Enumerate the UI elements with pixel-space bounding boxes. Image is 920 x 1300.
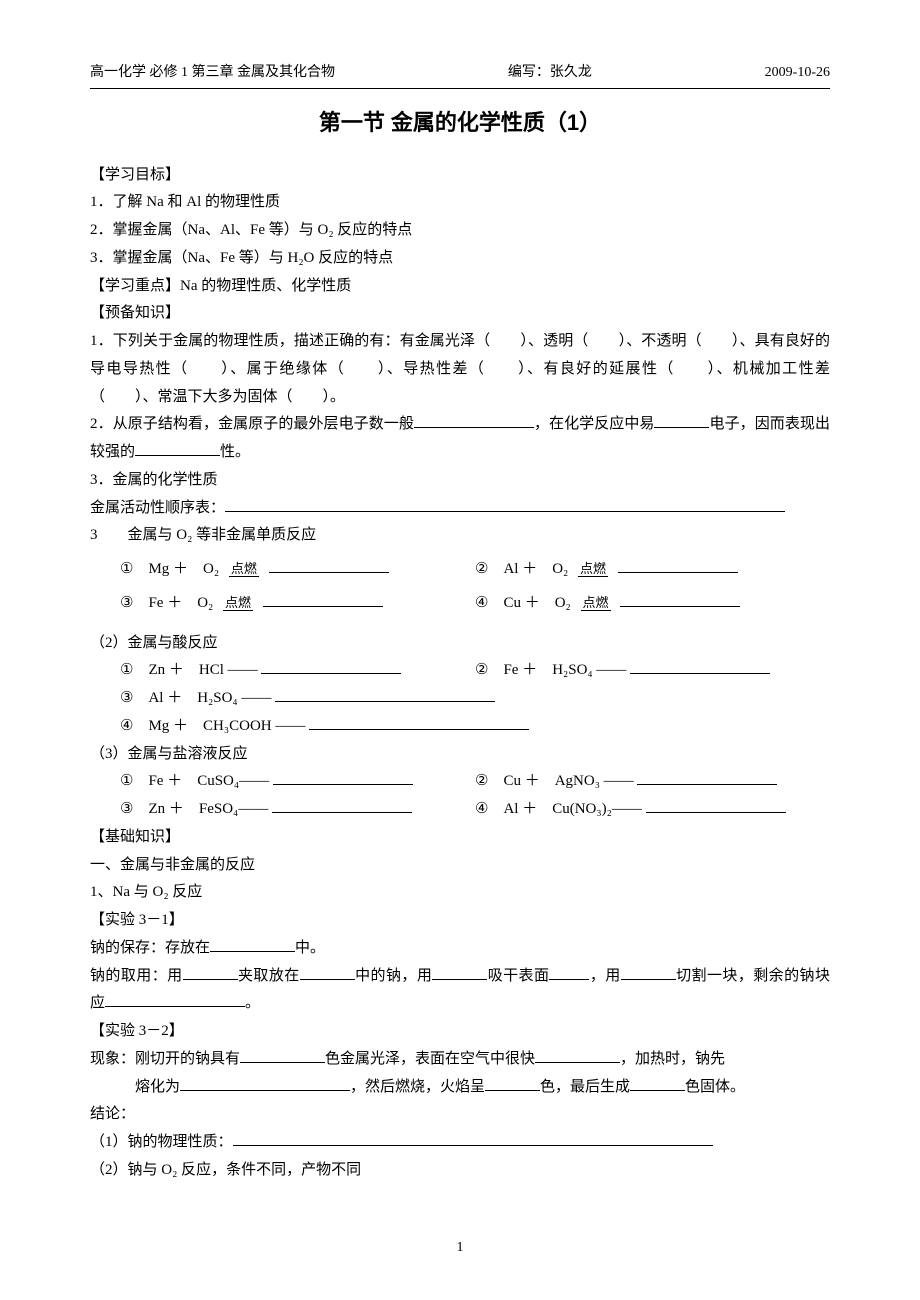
blank bbox=[646, 797, 786, 813]
ignite-arrow: 点燃 bbox=[217, 590, 259, 618]
page-number: 1 bbox=[90, 1235, 830, 1261]
activity-line: 金属活动性顺序表： bbox=[90, 495, 830, 523]
blank bbox=[210, 936, 295, 952]
eq-o2-row2: ③ Fe ＋ O₂ 点燃 ④ Cu ＋ O₂ 点燃 bbox=[90, 590, 830, 618]
blank bbox=[630, 658, 770, 674]
exp2-line1: 现象：刚切开的钠具有色金属光泽，表面在空气中很快，加热时，钠先 bbox=[90, 1046, 830, 1074]
blank bbox=[269, 557, 389, 573]
basic-1: 一、金属与非金属的反应 bbox=[90, 852, 830, 880]
ignite-arrow: 点燃 bbox=[572, 556, 614, 584]
prep-q1: 1．下列关于金属的物理性质，描述正确的有：有金属光泽（ ）、透明（ ）、不透明（… bbox=[90, 328, 830, 411]
goal-1: 1．了解 Na 和 Al 的物理性质 bbox=[90, 189, 830, 217]
blank bbox=[135, 440, 220, 456]
eq-acid-row2: ③ Al ＋ H₂SO₄ —— bbox=[90, 685, 830, 713]
blank bbox=[549, 964, 589, 980]
blank bbox=[105, 991, 245, 1007]
header-right: 2009-10-26 bbox=[765, 60, 830, 86]
goals-label: 【学习目标】 bbox=[90, 162, 830, 190]
eq-salt-row2: ③ Zn ＋ FeSO₄—— ④ Al ＋ Cu(NO₃)₂—— bbox=[90, 796, 830, 824]
blank bbox=[485, 1075, 540, 1091]
blank bbox=[272, 797, 412, 813]
header-center: 编写：张久龙 bbox=[508, 60, 592, 86]
concl-label: 结论： bbox=[90, 1101, 830, 1129]
blank bbox=[309, 714, 529, 730]
keypoint-text: Na 的物理性质、化学性质 bbox=[180, 278, 351, 294]
ignite-arrow: 点燃 bbox=[223, 556, 265, 584]
keypoint-line: 【学习重点】Na 的物理性质、化学性质 bbox=[90, 273, 830, 301]
goal-2: 2．掌握金属（Na、Al、Fe 等）与 O₂ 反应的特点 bbox=[90, 217, 830, 245]
keypoint-label: 【学习重点】 bbox=[90, 278, 180, 294]
exp1-line1: 钠的保存：存放在中。 bbox=[90, 935, 830, 963]
blank bbox=[183, 964, 238, 980]
blank bbox=[618, 557, 738, 573]
basic-1-1: 1、Na 与 O₂ 反应 bbox=[90, 879, 830, 907]
page-title: 第一节 金属的化学性质（1） bbox=[90, 103, 830, 144]
eq-salt-row1: ① Fe ＋ CuSO₄—— ② Cu ＋ AgNO₃ —— bbox=[90, 768, 830, 796]
exp2-line2: 熔化为，然后燃烧，火焰呈色，最后生成色固体。 bbox=[90, 1074, 830, 1102]
prep-q3-lead: 3．金属的化学性质 bbox=[90, 467, 830, 495]
blank bbox=[240, 1047, 325, 1063]
blank bbox=[620, 591, 740, 607]
blank bbox=[637, 769, 777, 785]
ignite-arrow: 点燃 bbox=[575, 590, 617, 618]
concl-1: （1）钠的物理性质： bbox=[90, 1129, 830, 1157]
q3-nonmetal-label: 3 金属与 O₂ 等非金属单质反应 bbox=[90, 522, 830, 550]
blank bbox=[654, 412, 709, 428]
basic-label: 【基础知识】 bbox=[90, 824, 830, 852]
blank bbox=[263, 591, 383, 607]
blank bbox=[233, 1130, 713, 1146]
exp2-label: 【实验 3－2】 bbox=[90, 1018, 830, 1046]
exp1-line2: 钠的取用：用夹取放在中的钠，用吸干表面，用切割一块，剩余的钠块应。 bbox=[90, 963, 830, 1019]
concl-2: （2）钠与 O₂ 反应，条件不同，产物不同 bbox=[90, 1157, 830, 1185]
salt-label: （3）金属与盐溶液反应 bbox=[90, 741, 830, 769]
header-left: 高一化学 必修 1 第三章 金属及其化合物 bbox=[90, 60, 335, 86]
page-header: 高一化学 必修 1 第三章 金属及其化合物 编写：张久龙 2009-10-26 bbox=[90, 60, 830, 89]
blank bbox=[261, 658, 401, 674]
exp1-label: 【实验 3－1】 bbox=[90, 907, 830, 935]
goal-3: 3．掌握金属（Na、Fe 等）与 H₂O 反应的特点 bbox=[90, 245, 830, 273]
blank bbox=[414, 412, 534, 428]
prep-label: 【预备知识】 bbox=[90, 300, 830, 328]
blank bbox=[432, 964, 487, 980]
blank bbox=[300, 964, 355, 980]
blank bbox=[535, 1047, 620, 1063]
eq-acid-row1: ① Zn ＋ HCl —— ② Fe ＋ H₂SO₄ —— bbox=[90, 657, 830, 685]
blank bbox=[273, 769, 413, 785]
eq-acid-row3: ④ Mg ＋ CH₃COOH —— bbox=[90, 713, 830, 741]
blank bbox=[225, 496, 785, 512]
eq-o2-row1: ① Mg ＋ O₂ 点燃 ② Al ＋ O₂ 点燃 bbox=[90, 556, 830, 584]
blank bbox=[275, 686, 495, 702]
blank bbox=[630, 1075, 685, 1091]
blank bbox=[180, 1075, 350, 1091]
blank bbox=[621, 964, 676, 980]
prep-q2: 2．从原子结构看，金属原子的最外层电子数一般，在化学反应中易电子，因而表现出较强… bbox=[90, 411, 830, 467]
acid-label: （2）金属与酸反应 bbox=[90, 630, 830, 658]
